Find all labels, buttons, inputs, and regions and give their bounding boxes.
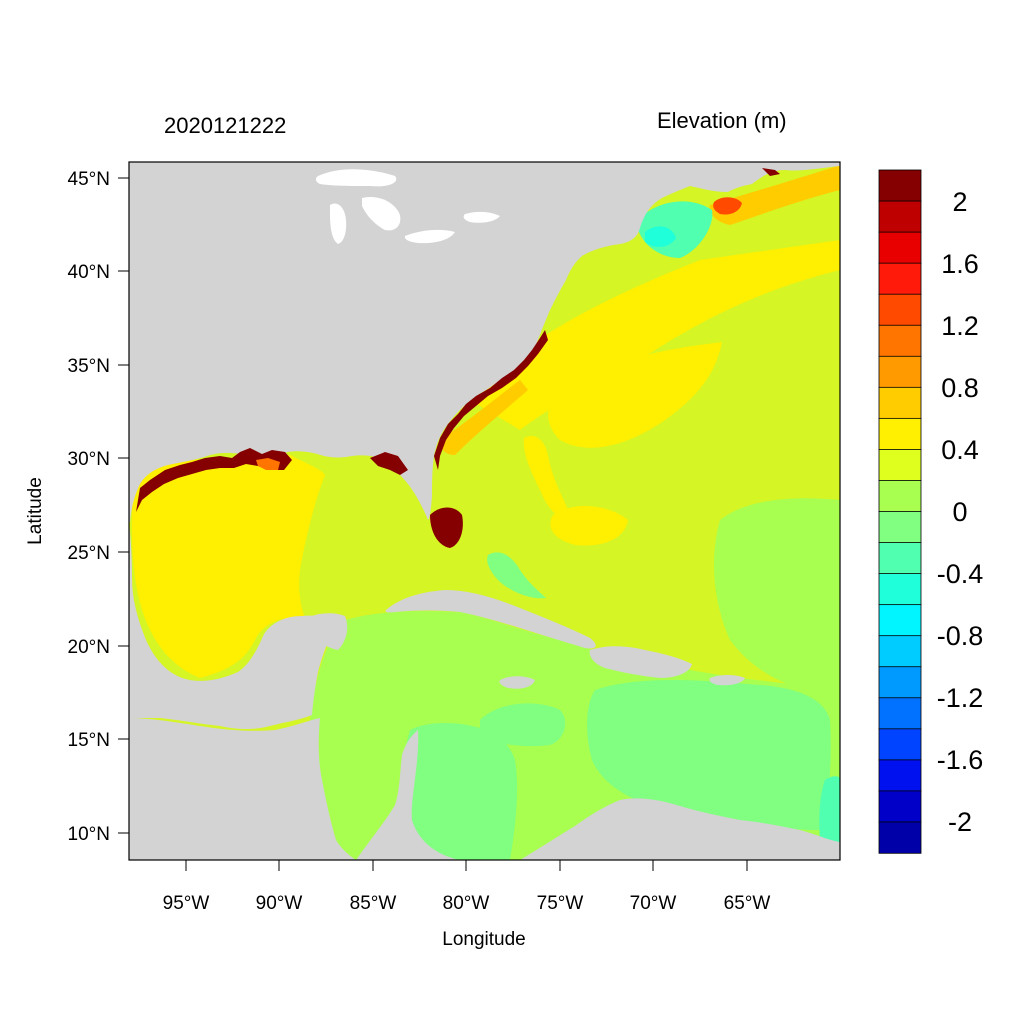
x-tick-label: 70°W bbox=[630, 893, 677, 914]
colorbar-label: -0.4 bbox=[937, 559, 984, 589]
colorbar-label: 1.2 bbox=[941, 311, 979, 341]
jamaica-land bbox=[499, 676, 535, 689]
colorbar-label: -1.6 bbox=[937, 745, 984, 775]
x-tick-label: 75°W bbox=[537, 893, 584, 914]
colorbar-swatch bbox=[878, 480, 922, 513]
caribbean-lightgreen-center bbox=[480, 703, 566, 747]
x-axis: 95°W 90°W 85°W 80°W 75°W 70°W 65°W bbox=[163, 860, 771, 914]
colorbar-swatch bbox=[878, 790, 922, 823]
map-panel bbox=[129, 162, 840, 860]
y-tick-label: 25°N bbox=[68, 543, 110, 564]
cuba-land bbox=[385, 590, 596, 649]
lake-ontario bbox=[463, 211, 500, 223]
colorbar-swatch bbox=[878, 231, 922, 264]
colorbar-swatch bbox=[878, 417, 922, 451]
atlantic-yellow-band bbox=[470, 240, 840, 430]
colorbar-swatch bbox=[878, 200, 922, 233]
colorbar-swatch bbox=[878, 604, 922, 637]
variable-title: Elevation (m) bbox=[657, 108, 787, 133]
colorbar-swatch bbox=[878, 821, 922, 854]
central-america-land bbox=[129, 718, 356, 860]
y-axis-title: Latitude bbox=[25, 477, 46, 545]
lake-huron bbox=[362, 196, 401, 231]
atlantic-yellow-patch bbox=[548, 342, 722, 448]
colorbar-label: 2 bbox=[952, 187, 967, 217]
colorbar-label: 0 bbox=[952, 497, 967, 527]
colorbar-swatch bbox=[878, 542, 922, 575]
colorbar-swatch bbox=[878, 169, 922, 202]
x-tick-label: 65°W bbox=[724, 893, 771, 914]
north-america-land bbox=[129, 162, 840, 522]
mexico-land bbox=[129, 522, 336, 729]
colorbar-swatch bbox=[878, 635, 922, 668]
colorbar-swatch bbox=[878, 759, 922, 792]
yucatan-land bbox=[305, 613, 348, 650]
florida-red bbox=[430, 507, 463, 548]
colorbar-label: -0.8 bbox=[937, 621, 984, 651]
central-america-land-east bbox=[356, 730, 460, 860]
y-tick-label: 45°N bbox=[68, 169, 110, 190]
colorbar-swatch bbox=[878, 511, 922, 544]
colorbar-swatch bbox=[878, 293, 922, 326]
colorbar bbox=[878, 169, 922, 854]
map-frame bbox=[128, 161, 841, 861]
x-tick-label: 90°W bbox=[256, 893, 303, 914]
carolina-orange bbox=[440, 380, 528, 455]
x-tick-label: 85°W bbox=[350, 893, 397, 914]
nova-scotia-red bbox=[713, 197, 742, 215]
lake-superior bbox=[315, 169, 397, 187]
bahamas-green bbox=[487, 552, 546, 599]
colorbar-swatch bbox=[878, 262, 922, 295]
puerto-rico-land bbox=[709, 675, 745, 686]
x-tick-label: 95°W bbox=[163, 893, 210, 914]
lake-michigan bbox=[330, 203, 347, 244]
colorbar-swatch bbox=[878, 355, 922, 389]
y-tick-label: 20°N bbox=[68, 637, 110, 658]
x-axis-title: Longitude bbox=[442, 929, 525, 950]
x-tick-label: 80°W bbox=[443, 893, 490, 914]
atlantic-green-east bbox=[714, 498, 840, 700]
gulf-of-maine-blue bbox=[645, 226, 676, 247]
gulf-of-mexico-yellow bbox=[131, 455, 325, 678]
caribbean-lightgreen-west bbox=[399, 723, 518, 860]
atlantic-yellow-strip bbox=[523, 435, 572, 521]
colorbar-swatch bbox=[878, 324, 922, 357]
y-tick-label: 10°N bbox=[68, 824, 110, 845]
colorbar-swatch bbox=[878, 573, 922, 606]
colorbar-swatch bbox=[878, 666, 922, 699]
y-tick-label: 40°N bbox=[68, 262, 110, 283]
colorbar-label: 1.6 bbox=[941, 249, 979, 279]
colorbar-labels: 2 1.6 1.2 0.8 0.4 0 -0.4 -0.8 -1.2 -1.6 … bbox=[937, 187, 984, 837]
colorbar-label: -2 bbox=[948, 807, 972, 837]
coastal-surge-markers bbox=[136, 168, 780, 512]
hispaniola-land bbox=[589, 646, 692, 678]
colorbar-label: -1.2 bbox=[937, 683, 984, 713]
colorbar-swatch bbox=[878, 697, 922, 730]
colorbar-label: 0.8 bbox=[941, 373, 979, 403]
colorbar-swatch bbox=[878, 386, 922, 420]
nova-scotia-orange bbox=[709, 165, 840, 225]
colorbar-label: 0.4 bbox=[941, 435, 979, 465]
colorbar-swatch bbox=[878, 449, 922, 482]
y-tick-label: 35°N bbox=[68, 356, 110, 377]
south-america-land bbox=[520, 798, 840, 860]
venezuela-coast-land bbox=[621, 807, 648, 846]
y-tick-label: 30°N bbox=[68, 449, 110, 470]
lake-erie bbox=[404, 229, 455, 244]
caribbean-lightgreen-east bbox=[587, 680, 831, 830]
y-axis: 45°N 40°N 35°N 30°N 25°N 20°N 15°N 10°N bbox=[68, 169, 129, 845]
y-tick-label: 15°N bbox=[68, 730, 110, 751]
date-title: 2020121222 bbox=[164, 113, 286, 138]
colorbar-swatch bbox=[878, 728, 922, 761]
